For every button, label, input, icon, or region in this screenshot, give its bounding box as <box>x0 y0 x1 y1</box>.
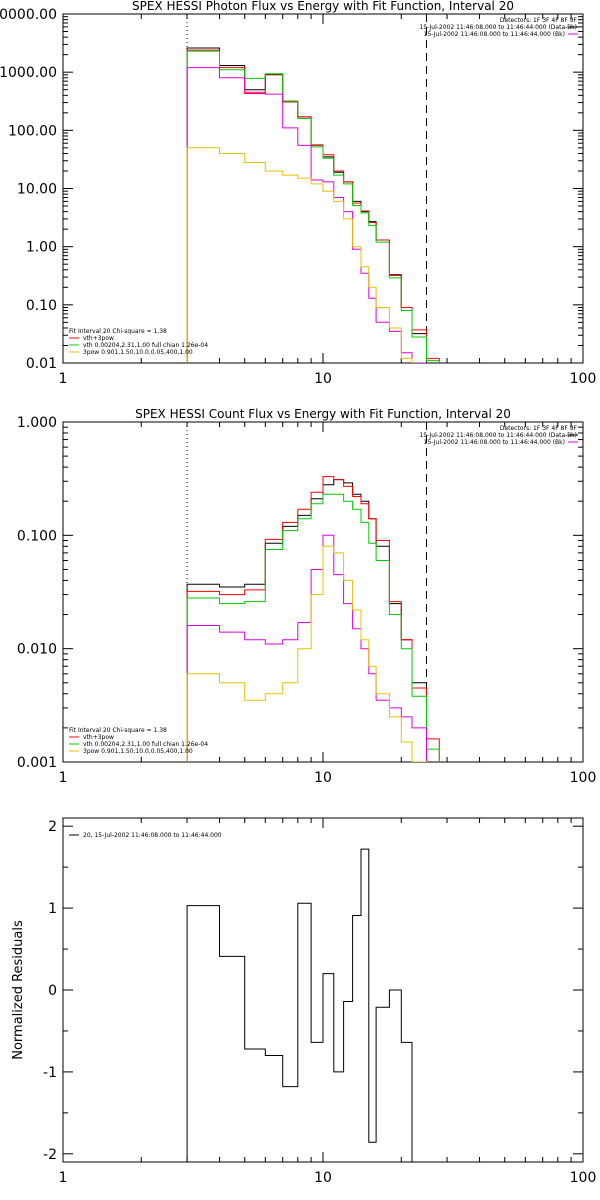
y-tick-label: 0.10 <box>26 298 57 314</box>
series-3-histogram <box>186 67 427 363</box>
series-group <box>186 848 427 1162</box>
info-line: 15-Jul-2002 11:46:08.000 to 11:46:44.000… <box>419 432 577 439</box>
x-tick-label: 100 <box>570 371 597 387</box>
legend-entry: vth+3pow <box>83 335 114 342</box>
y-tick-label: 100.00 <box>8 123 57 139</box>
info-line: 15-Jul-2002 11:46:08.000 to 11:46:44.000… <box>424 31 565 38</box>
y-axis-label: Normalized Residuals <box>11 920 26 1060</box>
count-flux-panel: SPEX HESSI Count Flux vs Energy with Fit… <box>17 407 597 786</box>
y-tick-label: 10.00 <box>17 182 57 198</box>
series-0-histogram <box>186 479 427 762</box>
legend-entry: Fit Interval 20 Chi-square = 1.38 <box>69 727 167 734</box>
y-tick-label: 1.000 <box>17 415 57 431</box>
series-group <box>186 47 440 363</box>
legend-entry: 3pow 0.901,1.50,10.0,0.05,400,1.00 <box>83 349 193 356</box>
series-2-histogram <box>186 493 440 762</box>
x-tick-label: 10 <box>314 1170 332 1186</box>
y-tick-label: 2 <box>48 819 57 835</box>
x-tick-label: 100 <box>570 770 597 786</box>
series-group <box>186 476 440 762</box>
info-line: 15-Jul-2002 11:46:08.000 to 11:46:44.000… <box>419 24 577 31</box>
x-tick-label: 10 <box>314 371 332 387</box>
x-tick-label: 1 <box>59 1170 68 1186</box>
legend-entry: vth 0.00204,2.31,1.00 full chian 1.26e-0… <box>83 342 208 349</box>
series-4-histogram <box>186 147 413 363</box>
y-tick-label: 0.010 <box>17 642 57 658</box>
legend-entry: Fit Interval 20 Chi-square = 1.38 <box>69 328 167 335</box>
residuals-panel: 1 10 100 -2 -1 0 1 2 Normalized Residuals 20, 15-… <box>11 817 597 1186</box>
series-0-histogram <box>186 47 427 363</box>
y-tick-label: 1000.00 <box>0 65 57 81</box>
legend-entry: vth 0.00204,2.31,1.00 full chian 1.26e-0… <box>83 741 208 748</box>
series-4-histogram <box>186 545 427 762</box>
y-tick-label: 0.001 <box>17 755 57 771</box>
series-0-histogram <box>186 848 427 1162</box>
y-tick-label: 1 <box>48 901 57 917</box>
chart-title: SPEX HESSI Photon Flux vs Energy with Fi… <box>132 0 514 13</box>
chart-title: SPEX HESSI Count Flux vs Energy with Fit… <box>135 407 511 421</box>
series-2-histogram <box>186 50 440 363</box>
y-tick-label: -2 <box>43 1147 57 1163</box>
x-tick-label: 10 <box>314 770 332 786</box>
info-line: Detectors: 1F 3F 4F 8F 9F <box>500 425 578 432</box>
info-line: Detectors: 1F 3F 4F 8F 9F <box>500 17 578 24</box>
info-line: 15-Jul-2002 11:46:08.000 to 11:46:44.000… <box>424 439 565 446</box>
series-3-histogram <box>186 534 427 762</box>
legend-entry: vth+3pow <box>83 734 114 741</box>
y-tick-label: -1 <box>43 1065 57 1081</box>
x-tick-label: 1 <box>59 371 68 387</box>
y-tick-label: 0.01 <box>26 356 57 372</box>
x-tick-label: 100 <box>570 1170 597 1186</box>
y-tick-label: 0 <box>48 983 57 999</box>
legend-entry: 3pow 0.901,1.50,10.0,0.05,400,1.00 <box>83 748 193 755</box>
legend-entry: 20, 15-Jul-2002 11:46:08.000 to 11:46:44… <box>83 832 222 839</box>
y-tick-label: 10000.00 <box>0 7 57 23</box>
y-tick-label: 1.00 <box>26 240 57 256</box>
y-tick-label: 0.100 <box>17 528 57 544</box>
x-tick-label: 1 <box>59 770 68 786</box>
photon-flux-panel: SPEX HESSI Photon Flux vs Energy with Fi… <box>0 0 596 387</box>
